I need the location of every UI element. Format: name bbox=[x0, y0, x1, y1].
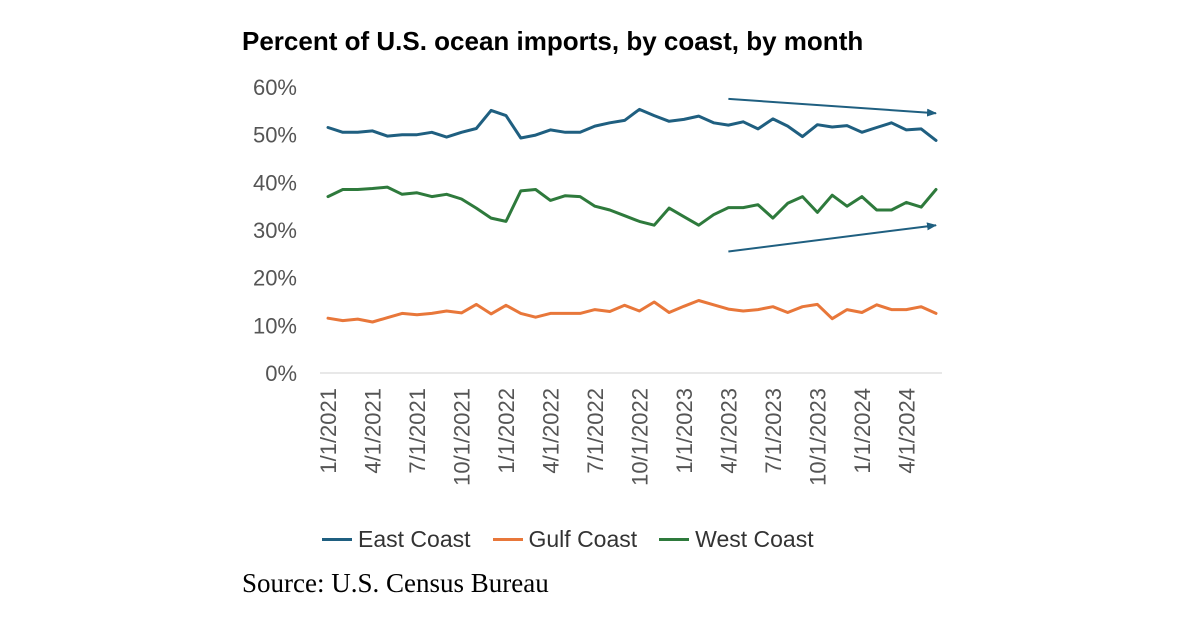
source-note: Source: U.S. Census Bureau bbox=[242, 568, 549, 598]
x-tick-label: 7/1/2022 bbox=[583, 388, 608, 474]
x-tick-label: 7/1/2021 bbox=[405, 388, 430, 474]
chart-legend: East Coast Gulf Coast West Coast bbox=[322, 526, 836, 553]
trend-arrow-down bbox=[728, 97, 937, 117]
chart-title: Percent of U.S. ocean imports, by coast,… bbox=[242, 26, 864, 56]
y-axis-tick-labels: 0% 10% 20% 30% 40% 50% 60% bbox=[253, 75, 297, 386]
x-tick-label: 10/1/2021 bbox=[449, 388, 474, 486]
y-tick-label: 60% bbox=[253, 75, 297, 100]
y-tick-label: 20% bbox=[253, 266, 297, 291]
x-tick-label: 10/1/2022 bbox=[627, 388, 652, 486]
series-line-gulf-coast bbox=[326, 299, 938, 324]
x-tick-label: 4/1/2023 bbox=[716, 388, 741, 474]
legend-swatch-gulf-coast bbox=[492, 538, 523, 541]
legend-item-east-coast: East Coast bbox=[322, 526, 471, 553]
legend-label-east-coast: East Coast bbox=[358, 526, 471, 552]
legend-label-gulf-coast: Gulf Coast bbox=[528, 526, 638, 552]
x-tick-label: 1/1/2022 bbox=[494, 388, 519, 474]
legend-label-west-coast: West Coast bbox=[695, 526, 814, 552]
series-line-west-coast bbox=[326, 185, 938, 227]
x-tick-label: 1/1/2024 bbox=[850, 388, 875, 474]
legend-swatch-east-coast bbox=[322, 538, 352, 541]
y-tick-label: 0% bbox=[265, 361, 297, 386]
series-line-east-coast bbox=[326, 107, 938, 142]
trend-arrow-up bbox=[728, 222, 937, 253]
x-tick-label: 4/1/2022 bbox=[538, 388, 563, 474]
y-tick-label: 10% bbox=[253, 313, 297, 338]
legend-swatch-west-coast bbox=[659, 538, 690, 541]
legend-item-gulf-coast: Gulf Coast bbox=[492, 526, 638, 553]
x-tick-label: 10/1/2023 bbox=[805, 388, 830, 486]
y-tick-label: 50% bbox=[253, 123, 297, 148]
x-tick-label: 7/1/2023 bbox=[761, 388, 786, 474]
y-tick-label: 30% bbox=[253, 218, 297, 243]
x-tick-label: 4/1/2021 bbox=[360, 388, 385, 474]
x-tick-label: 4/1/2024 bbox=[894, 388, 919, 474]
x-tick-label: 1/1/2021 bbox=[316, 388, 341, 474]
series-lines bbox=[326, 107, 938, 324]
x-axis-tick-labels: 1/1/2021 4/1/2021 7/1/2021 10/1/2021 1/1/202… bbox=[316, 388, 919, 486]
trend-arrows bbox=[728, 97, 937, 253]
legend-item-west-coast: West Coast bbox=[659, 526, 814, 553]
x-tick-label: 1/1/2023 bbox=[672, 388, 697, 474]
y-tick-label: 40% bbox=[253, 170, 297, 195]
